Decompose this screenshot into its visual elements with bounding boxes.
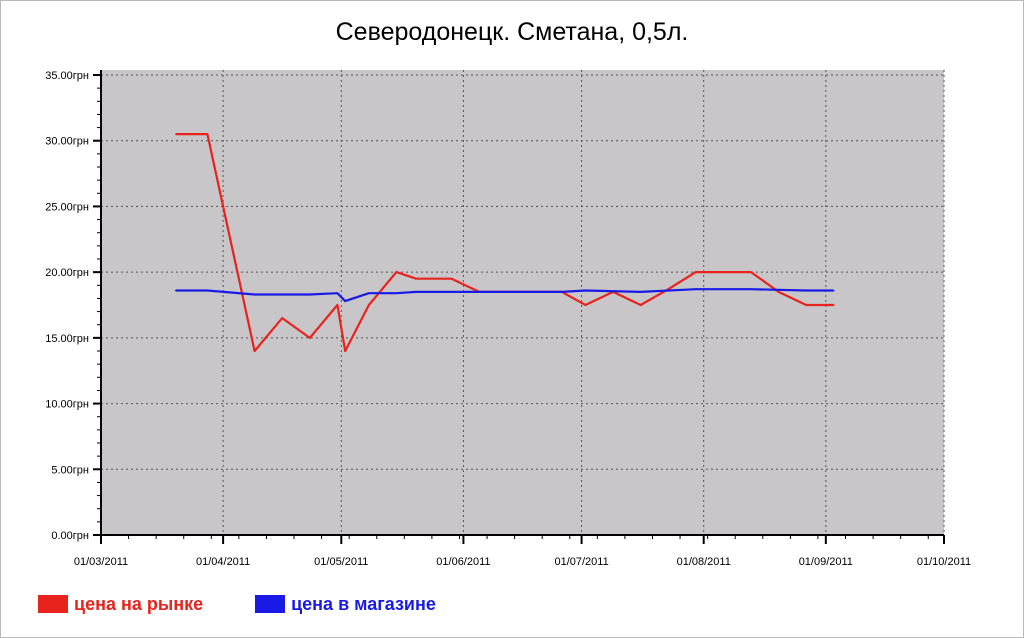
data-point-store — [478, 291, 480, 293]
data-point-market — [584, 304, 587, 306]
data-point-store — [832, 289, 835, 292]
x-tick-label: 01/05/2011 — [314, 556, 368, 568]
data-point-store — [639, 291, 642, 293]
y-tick-label: 5.00грн — [51, 464, 89, 476]
data-point-store — [750, 288, 752, 291]
data-point-store — [395, 292, 398, 294]
data-point-store — [561, 291, 563, 293]
x-tick-label: 01/03/2011 — [74, 556, 128, 568]
data-point-market — [639, 304, 642, 306]
x-tick-label: 01/04/2011 — [196, 556, 250, 568]
y-tick-label: 30.00грн — [45, 136, 89, 148]
data-point-store — [344, 300, 347, 302]
data-point-store — [368, 292, 370, 294]
data-point-store — [253, 293, 256, 296]
data-point-market — [777, 291, 780, 293]
data-point-store — [175, 289, 177, 292]
data-point-market — [206, 133, 209, 135]
data-point-market — [368, 304, 370, 306]
data-point-market — [450, 277, 453, 280]
legend-swatch-market — [38, 595, 68, 613]
data-point-market — [308, 337, 311, 339]
data-point-store — [584, 289, 587, 292]
plot-area — [101, 70, 944, 535]
data-point-market — [253, 350, 256, 352]
legend-item-store: цена в магазине — [255, 594, 436, 615]
x-tick-label: 01/07/2011 — [554, 556, 608, 568]
data-point-market — [395, 271, 398, 273]
data-point-store — [308, 293, 311, 296]
y-tick-label: 0.00грн — [51, 530, 89, 542]
data-point-store — [695, 288, 697, 291]
data-point-store — [805, 289, 807, 292]
chart-title: Северодонецк. Сметана, 0,5л. — [335, 18, 689, 46]
data-point-market — [281, 317, 284, 319]
data-point-market — [750, 271, 752, 273]
data-point-market — [695, 271, 697, 273]
y-tick-label: 20.00грн — [45, 267, 89, 279]
y-tick-label: 25.00грн — [45, 201, 89, 213]
legend-label-market: цена на рынке — [74, 593, 204, 614]
data-point-store — [206, 289, 209, 292]
data-point-market — [344, 350, 347, 352]
data-point-market — [722, 271, 725, 273]
legend-label-store: цена в магазине — [291, 593, 436, 614]
y-tick-label: 15.00грн — [45, 333, 89, 345]
y-tick-label: 35.00грн — [45, 70, 89, 82]
legend-swatch-store — [255, 595, 286, 613]
chart-legend: цена на рынке цена в магазине — [38, 592, 488, 616]
data-point-market — [832, 304, 835, 306]
data-point-market — [805, 304, 807, 306]
x-tick-label: 01/06/2011 — [436, 556, 490, 568]
x-tick-label: 01/10/2011 — [917, 556, 971, 568]
x-tick-label: 01/08/2011 — [677, 556, 731, 568]
x-tick-label: 01/09/2011 — [799, 556, 853, 568]
data-point-store — [415, 291, 417, 293]
data-point-market — [415, 277, 417, 280]
y-tick-label: 10.00грн — [45, 399, 89, 411]
legend-item-market: цена на рынке — [38, 594, 203, 615]
data-point-store — [336, 292, 339, 294]
data-point-market — [336, 304, 339, 306]
data-point-market — [175, 133, 177, 135]
